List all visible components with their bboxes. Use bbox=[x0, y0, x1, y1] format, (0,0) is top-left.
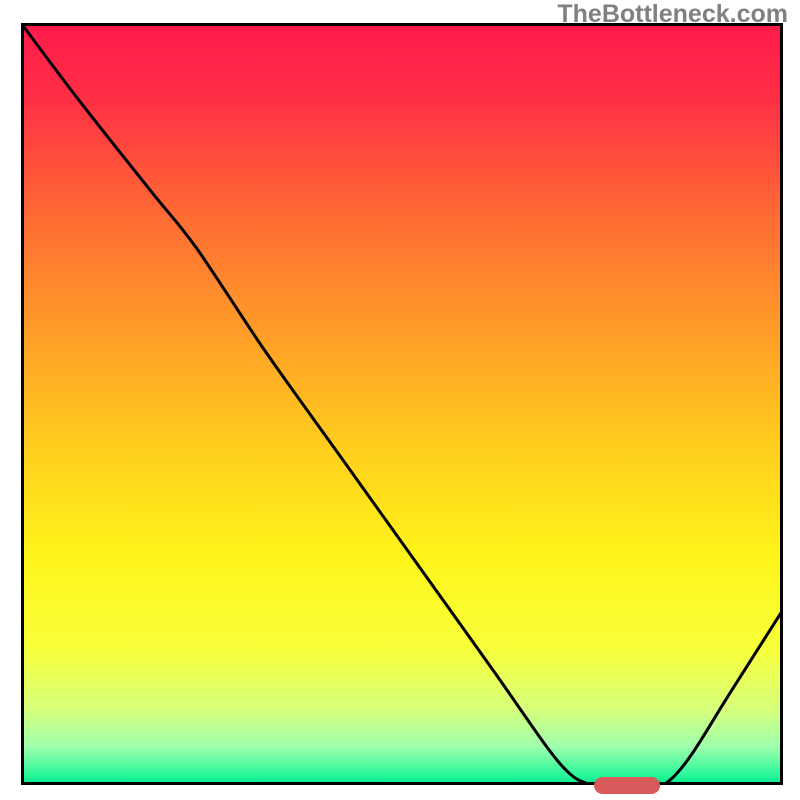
plot-area bbox=[21, 23, 783, 785]
bottleneck-chart: TheBottleneck.com bbox=[0, 0, 800, 800]
optimal-marker bbox=[594, 777, 660, 794]
watermark-text: TheBottleneck.com bbox=[557, 0, 788, 29]
